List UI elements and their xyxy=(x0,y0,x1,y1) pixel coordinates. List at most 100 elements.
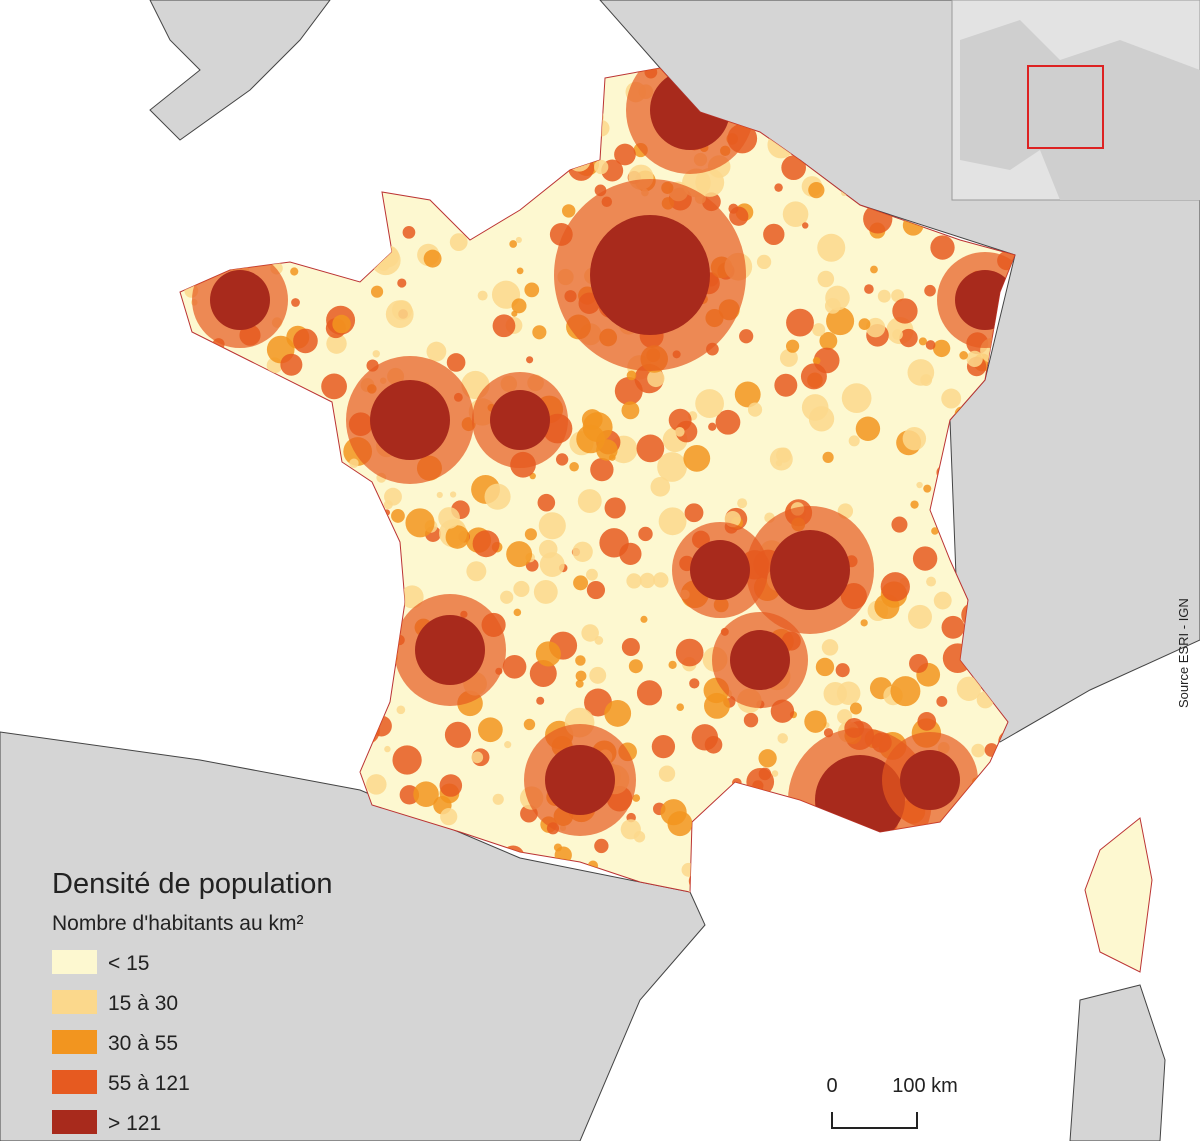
density-patch xyxy=(590,215,710,335)
density-patch xyxy=(730,630,790,690)
density-patch xyxy=(941,388,962,409)
density-patch xyxy=(391,300,413,321)
density-patch xyxy=(573,575,589,591)
density-patch xyxy=(500,590,514,604)
legend-swatch xyxy=(52,1110,97,1134)
density-patch xyxy=(647,369,665,388)
density-patch xyxy=(770,530,850,610)
density-patch xyxy=(804,710,827,733)
density-patch xyxy=(865,317,886,338)
land-spain xyxy=(0,731,706,1141)
density-patch xyxy=(763,223,785,246)
density-patch xyxy=(577,489,602,514)
density-patch xyxy=(586,580,606,600)
density-patch xyxy=(936,695,948,707)
density-patch xyxy=(572,541,593,562)
density-patch xyxy=(532,325,547,340)
density-patch xyxy=(959,351,968,360)
density-patch xyxy=(619,542,642,565)
density-patch xyxy=(835,663,850,678)
density-patch xyxy=(537,493,556,512)
density-patch xyxy=(651,734,676,759)
scale-bar: 0 100 km xyxy=(826,1075,958,1129)
density-patch xyxy=(785,339,800,353)
density-patch xyxy=(513,608,522,617)
density-patch xyxy=(966,350,983,367)
density-patch xyxy=(392,745,422,775)
density-patch xyxy=(892,329,903,340)
density-patch xyxy=(383,500,393,510)
density-patch xyxy=(604,497,626,519)
density-patch xyxy=(658,507,687,536)
density-patch xyxy=(909,654,929,673)
density-patch xyxy=(812,356,821,365)
density-patch xyxy=(396,705,406,715)
density-patch xyxy=(449,233,468,252)
density-patch xyxy=(484,483,511,510)
source: Source ESRI - IGN xyxy=(1176,598,1191,708)
density-patch xyxy=(956,676,982,701)
density-patch xyxy=(349,458,359,468)
density-patch xyxy=(415,615,485,685)
density-patch xyxy=(684,503,704,523)
density-patch xyxy=(589,666,607,684)
density-patch xyxy=(502,654,527,679)
density-patch xyxy=(774,183,783,192)
density-patch xyxy=(941,615,965,639)
legend-swatch xyxy=(52,950,97,974)
density-patch xyxy=(471,751,484,764)
density-patch xyxy=(614,377,643,405)
legend-label: 15 à 30 xyxy=(108,992,178,1015)
density-patch xyxy=(650,477,671,497)
density-patch xyxy=(734,381,761,408)
density-patch xyxy=(808,181,825,199)
density-patch xyxy=(504,741,512,749)
density-patch xyxy=(779,348,798,367)
density-patch xyxy=(926,576,937,587)
density-patch xyxy=(536,696,545,705)
density-patch xyxy=(824,298,841,314)
density-patch xyxy=(848,435,860,447)
density-patch xyxy=(891,289,905,303)
density-patch xyxy=(633,831,646,843)
land-sardinia xyxy=(1069,984,1166,1141)
density-patch xyxy=(523,718,536,731)
legend: Densité de population Nombre d'habitants… xyxy=(52,868,333,1135)
density-patch xyxy=(210,270,270,330)
density-patch xyxy=(621,401,640,420)
legend-swatch xyxy=(52,990,97,1014)
density-patch xyxy=(582,412,613,443)
density-patch xyxy=(444,721,471,748)
density-patch xyxy=(529,659,557,687)
scale-label: 0 xyxy=(826,1075,837,1097)
density-patch xyxy=(440,808,458,826)
density-patch xyxy=(426,341,447,362)
density-patch xyxy=(472,530,500,558)
density-patch xyxy=(581,624,599,642)
density-patch xyxy=(660,799,687,826)
density-patch xyxy=(405,508,435,538)
density-patch xyxy=(925,340,936,350)
density-patch xyxy=(280,353,303,376)
density-patch xyxy=(590,457,614,482)
density-patch xyxy=(413,781,439,807)
density-patch xyxy=(683,444,711,472)
density-patch xyxy=(509,240,518,248)
density-patch xyxy=(674,426,685,437)
density-patch xyxy=(737,498,748,509)
density-patch xyxy=(812,323,826,337)
density-patch xyxy=(916,481,923,489)
density-patch xyxy=(538,512,566,540)
density-patch xyxy=(902,426,927,451)
density-patch xyxy=(293,328,318,354)
inset-map xyxy=(951,0,1200,201)
density-patch xyxy=(822,451,834,463)
density-patch xyxy=(770,699,795,723)
density-patch xyxy=(291,298,300,307)
density-patch xyxy=(555,453,569,466)
density-patch xyxy=(438,507,460,529)
legend-label: < 15 xyxy=(108,952,149,975)
density-patch xyxy=(384,745,391,753)
density-patch xyxy=(841,383,872,413)
density-patch xyxy=(864,284,874,294)
